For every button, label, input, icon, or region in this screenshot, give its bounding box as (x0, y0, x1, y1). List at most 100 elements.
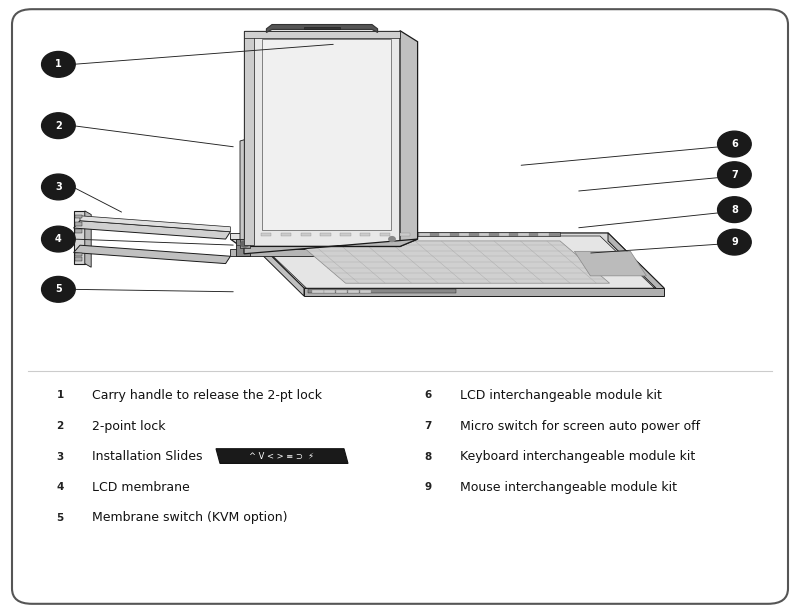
Polygon shape (248, 233, 664, 288)
Bar (348, 290, 359, 293)
Polygon shape (230, 233, 400, 239)
Bar (320, 233, 331, 236)
Text: Micro switch for screen auto power off: Micro switch for screen auto power off (460, 419, 700, 433)
Polygon shape (244, 31, 400, 246)
Circle shape (718, 162, 751, 188)
Text: Installation Slides: Installation Slides (92, 450, 202, 463)
Text: ^ V < > ≡ ⊃  ⚡: ^ V < > ≡ ⊃ ⚡ (249, 452, 314, 460)
Bar (324, 290, 335, 293)
Bar (399, 233, 410, 236)
Polygon shape (304, 288, 664, 296)
Bar (419, 233, 430, 236)
Circle shape (42, 113, 75, 139)
Circle shape (414, 477, 442, 498)
Bar (281, 233, 291, 236)
Polygon shape (236, 239, 250, 256)
Bar (301, 233, 311, 236)
FancyBboxPatch shape (12, 9, 788, 604)
Polygon shape (240, 239, 250, 248)
Polygon shape (230, 239, 418, 249)
Bar (75, 253, 82, 256)
Polygon shape (74, 245, 230, 264)
Polygon shape (240, 138, 250, 245)
Text: 8: 8 (424, 452, 432, 462)
Bar (498, 233, 509, 236)
Text: 9: 9 (425, 482, 431, 492)
Text: 5: 5 (56, 513, 64, 523)
Text: 2: 2 (55, 121, 62, 131)
Text: 6: 6 (424, 390, 432, 400)
Text: 5: 5 (55, 284, 62, 294)
Text: 7: 7 (424, 421, 432, 431)
Bar (538, 233, 549, 236)
Polygon shape (304, 27, 340, 29)
Polygon shape (80, 216, 230, 232)
Polygon shape (85, 211, 91, 267)
Text: 6: 6 (731, 139, 738, 149)
Bar (75, 229, 82, 233)
Text: 1: 1 (55, 59, 62, 69)
Text: 2-point lock: 2-point lock (92, 419, 166, 433)
Bar (336, 290, 347, 293)
Bar (380, 233, 390, 236)
Bar (360, 233, 370, 236)
Text: Membrane switch (KVM option): Membrane switch (KVM option) (92, 511, 287, 525)
Circle shape (389, 237, 395, 242)
Text: LCD membrane: LCD membrane (92, 481, 190, 494)
Text: Mouse interchangeable module kit: Mouse interchangeable module kit (460, 481, 677, 494)
Bar (75, 257, 82, 261)
Bar (478, 233, 490, 236)
Bar (75, 222, 82, 226)
Bar (313, 290, 324, 293)
Circle shape (414, 416, 442, 436)
Circle shape (718, 197, 751, 223)
Text: 8: 8 (731, 205, 738, 215)
Bar (518, 233, 529, 236)
Polygon shape (216, 449, 348, 463)
Text: 7: 7 (731, 170, 738, 180)
Text: 3: 3 (55, 182, 62, 192)
Polygon shape (74, 221, 230, 239)
Polygon shape (244, 31, 254, 245)
Circle shape (46, 477, 74, 498)
Circle shape (718, 229, 751, 255)
Bar (459, 233, 470, 236)
Text: 3: 3 (56, 452, 64, 462)
Circle shape (42, 276, 75, 302)
Text: 9: 9 (731, 237, 738, 247)
Polygon shape (252, 236, 654, 288)
Polygon shape (608, 233, 664, 296)
Polygon shape (574, 251, 646, 276)
Polygon shape (248, 233, 304, 296)
Text: Keyboard interchangeable module kit: Keyboard interchangeable module kit (460, 450, 695, 463)
Polygon shape (244, 31, 400, 38)
Circle shape (46, 446, 74, 467)
Circle shape (46, 508, 74, 528)
Circle shape (241, 241, 249, 247)
Text: 1: 1 (56, 390, 64, 400)
Polygon shape (252, 232, 560, 236)
Bar (340, 233, 350, 236)
Circle shape (718, 131, 751, 157)
Text: LCD interchangeable module kit: LCD interchangeable module kit (460, 389, 662, 402)
Circle shape (42, 174, 75, 200)
Bar (75, 215, 82, 218)
Circle shape (42, 51, 75, 77)
Polygon shape (244, 239, 418, 254)
Polygon shape (296, 241, 610, 283)
Polygon shape (266, 25, 378, 32)
Text: 4: 4 (55, 234, 62, 244)
Polygon shape (230, 249, 418, 256)
Polygon shape (262, 39, 391, 230)
Circle shape (414, 385, 442, 406)
Text: 4: 4 (56, 482, 64, 492)
Text: Carry handle to release the 2-pt lock: Carry handle to release the 2-pt lock (92, 389, 322, 402)
Polygon shape (400, 31, 418, 246)
Bar (439, 233, 450, 236)
Bar (360, 290, 371, 293)
Circle shape (46, 385, 74, 406)
Polygon shape (308, 289, 456, 293)
Text: 2: 2 (56, 421, 64, 431)
Bar (261, 233, 271, 236)
Polygon shape (74, 211, 85, 264)
